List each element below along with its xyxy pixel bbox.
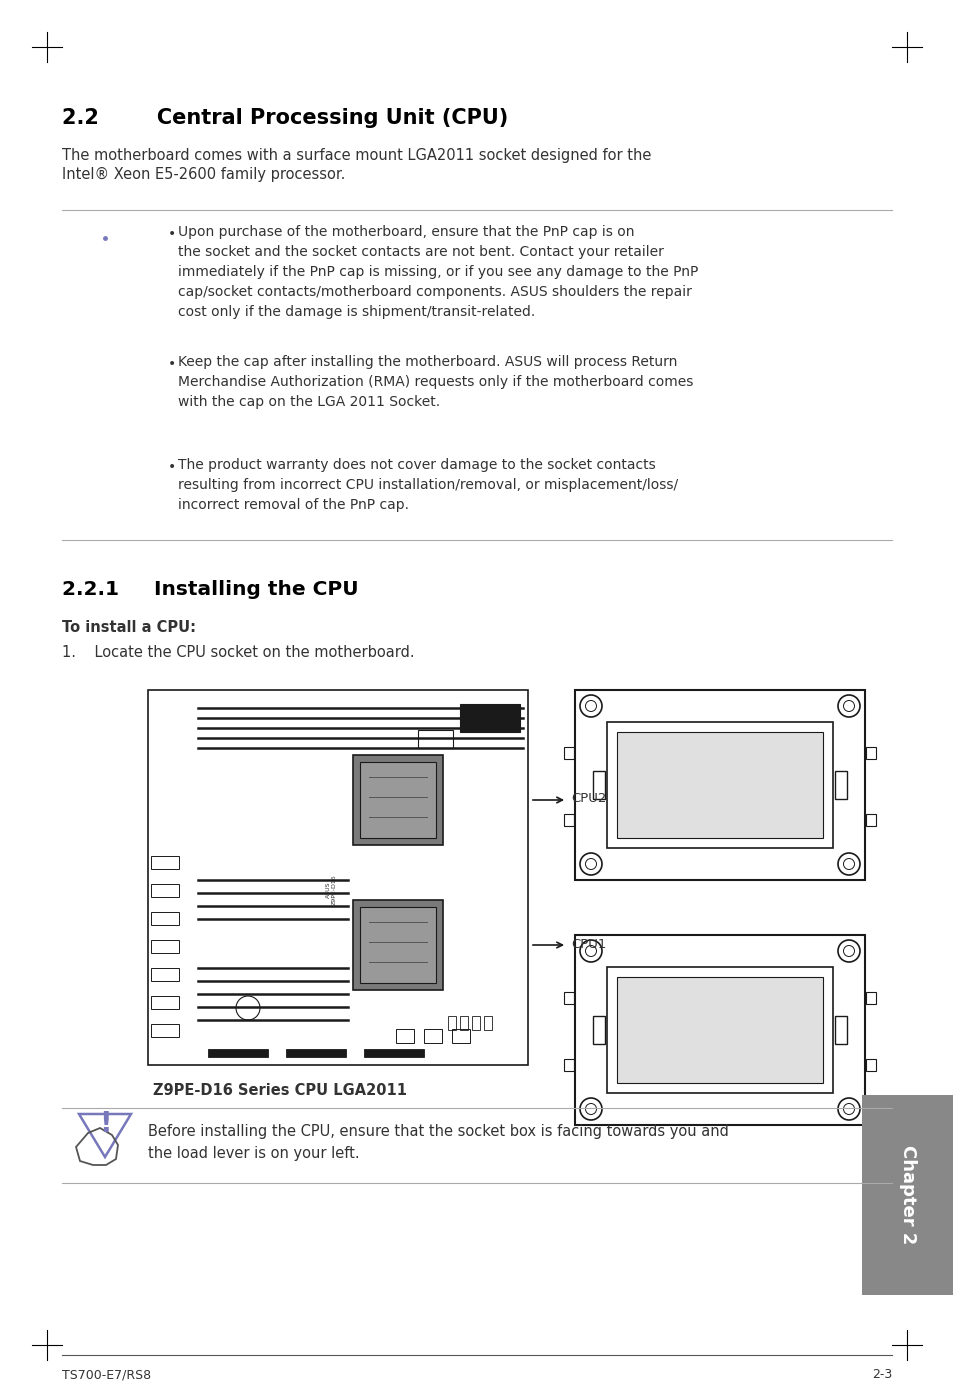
Text: The product warranty does not cover damage to the socket contacts
resulting from: The product warranty does not cover dama…	[178, 458, 678, 512]
Bar	[617, 732, 822, 838]
Bar	[862, 1096, 953, 1295]
Bar	[151, 912, 179, 926]
Text: •: •	[168, 227, 176, 241]
Bar	[151, 856, 179, 869]
Bar	[151, 940, 179, 954]
Text: •: •	[168, 356, 176, 372]
Bar	[459, 704, 519, 732]
Text: !: !	[98, 1109, 112, 1139]
Bar	[563, 748, 574, 759]
Text: 2.2        Central Processing Unit (CPU): 2.2 Central Processing Unit (CPU)	[62, 109, 508, 128]
Text: Chapter 2: Chapter 2	[898, 1146, 916, 1244]
Bar	[417, 729, 453, 748]
Bar	[151, 997, 179, 1009]
Bar	[593, 1016, 604, 1044]
Text: To install a CPU:: To install a CPU:	[62, 619, 195, 635]
Bar	[286, 1050, 346, 1057]
Text: TS700-E7/RS8: TS700-E7/RS8	[62, 1368, 151, 1381]
Bar	[834, 1016, 846, 1044]
Bar	[452, 1029, 470, 1043]
Text: Before installing the CPU, ensure that the socket box is facing towards you and
: Before installing the CPU, ensure that t…	[148, 1123, 728, 1161]
Text: •: •	[168, 459, 176, 475]
Bar	[353, 901, 442, 990]
Text: Z9PE-D16 Series CPU LGA2011: Z9PE-D16 Series CPU LGA2011	[152, 1083, 407, 1098]
Bar	[483, 1016, 492, 1030]
Bar	[563, 992, 574, 1004]
Bar	[563, 813, 574, 825]
Bar	[395, 1029, 414, 1043]
Bar	[865, 748, 875, 759]
Text: Keep the cap after installing the motherboard. ASUS will process Return
Merchand: Keep the cap after installing the mother…	[178, 355, 693, 409]
Bar	[472, 1016, 479, 1030]
Text: CPU2: CPU2	[571, 792, 606, 806]
Text: 2-3: 2-3	[871, 1368, 891, 1381]
Bar	[459, 1016, 468, 1030]
Bar	[606, 722, 832, 848]
Text: 1.    Locate the CPU socket on the motherboard.: 1. Locate the CPU socket on the motherbo…	[62, 644, 415, 660]
Bar	[151, 884, 179, 896]
Bar	[593, 771, 604, 799]
Bar	[151, 967, 179, 981]
Bar	[353, 754, 442, 845]
Bar	[865, 1058, 875, 1070]
Bar	[834, 771, 846, 799]
Bar	[208, 1050, 268, 1057]
Bar	[148, 690, 527, 1065]
Bar	[575, 935, 864, 1125]
Bar	[563, 1058, 574, 1070]
Text: Intel® Xeon E5-2600 family processor.: Intel® Xeon E5-2600 family processor.	[62, 167, 345, 182]
Bar	[423, 1029, 441, 1043]
Bar	[606, 967, 832, 1093]
Bar	[575, 690, 864, 880]
Bar	[865, 992, 875, 1004]
Text: CPU1: CPU1	[571, 937, 606, 951]
Bar	[448, 1016, 456, 1030]
Bar	[359, 761, 436, 838]
Bar	[617, 977, 822, 1083]
Bar	[865, 813, 875, 825]
Bar	[359, 908, 436, 983]
Text: Upon purchase of the motherboard, ensure that the PnP cap is on
the socket and t: Upon purchase of the motherboard, ensure…	[178, 226, 698, 319]
Bar	[151, 1025, 179, 1037]
Text: ASUS
Z9PE-D16: ASUS Z9PE-D16	[325, 874, 336, 905]
Bar	[364, 1050, 423, 1057]
Text: 2.2.1     Installing the CPU: 2.2.1 Installing the CPU	[62, 580, 358, 599]
Text: The motherboard comes with a surface mount LGA2011 socket designed for the: The motherboard comes with a surface mou…	[62, 148, 651, 163]
